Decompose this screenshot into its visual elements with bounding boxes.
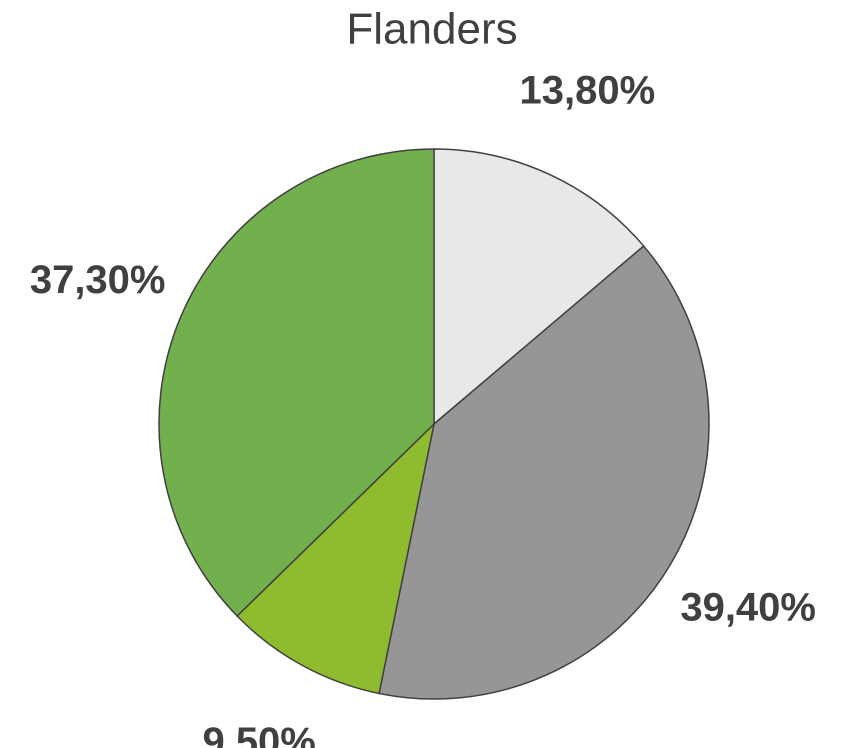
data-label: 9,50% xyxy=(202,720,315,748)
pie-slice xyxy=(236,421,436,695)
chart-title: Flanders xyxy=(346,5,517,54)
data-label: 39,40% xyxy=(680,585,816,629)
data-label: 37,30% xyxy=(30,258,166,302)
pie-slice xyxy=(158,148,435,618)
data-label: 13,80% xyxy=(519,68,655,112)
pie-slice xyxy=(433,148,645,426)
pie-slice xyxy=(378,245,710,700)
